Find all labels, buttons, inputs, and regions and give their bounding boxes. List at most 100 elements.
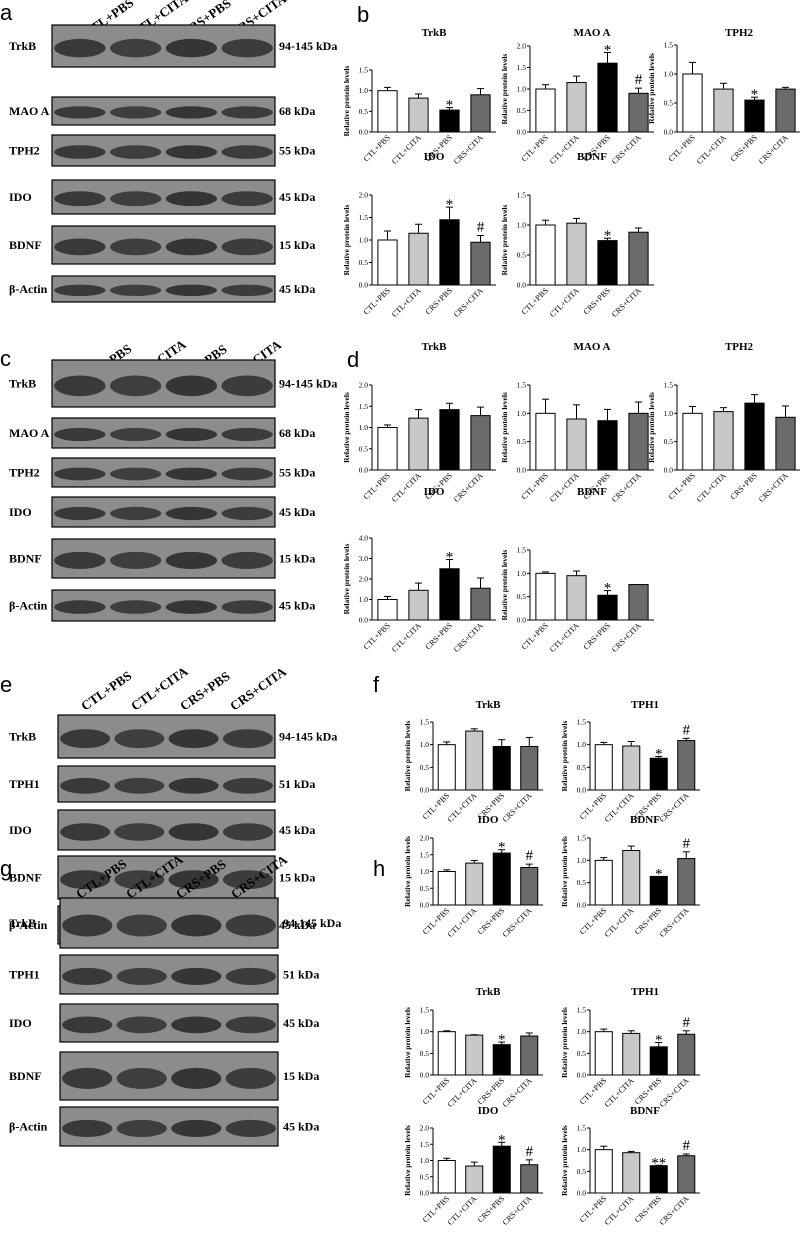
y-axis-label: Relative protein levels — [560, 721, 569, 792]
x-tick-label: CRS+CITA — [757, 133, 790, 166]
x-tick-label: CRS+CITA — [452, 133, 485, 166]
y-axis-label: Relative protein levels — [403, 1007, 412, 1078]
bar — [594, 859, 613, 906]
chart-title: BDNF — [577, 486, 607, 498]
band — [165, 551, 218, 570]
bar-chart-h-trkb: TrkB Relative protein levels 0.0 0.5 1.0 1.5 C… — [403, 986, 543, 1109]
y-tick-label: 0.0 — [517, 128, 527, 137]
band — [171, 1119, 222, 1138]
y-axis-label: Relative protein levels — [560, 836, 569, 907]
protein-label: TPH1 — [9, 777, 40, 791]
y-axis-label: Relative protein levels — [500, 392, 509, 463]
protein-label: BDNF — [9, 1069, 42, 1083]
band — [54, 106, 106, 119]
bar — [535, 412, 556, 471]
bar — [744, 99, 765, 133]
bar — [520, 1035, 539, 1076]
x-tick-label: CTL+CITA — [603, 1194, 636, 1227]
band — [116, 1119, 167, 1138]
protein-label: IDO — [9, 823, 32, 837]
blot-row-trkb: TrkB 94-145 kDa — [9, 714, 337, 759]
x-tick-label: CTL+CITA — [390, 133, 423, 166]
kda-label: 68 kDa — [279, 104, 315, 118]
y-tick-label: 2.0 — [359, 191, 369, 200]
x-tick-label: CRS+CITA — [610, 286, 643, 319]
y-tick-label: 1.0 — [577, 1027, 587, 1036]
bar — [408, 417, 429, 471]
bar-chart-d-bdnf: BDNF Relative protein levels 0.0 0.5 1.0 1.5 C… — [500, 486, 654, 654]
chart-title: BDNF — [577, 151, 607, 163]
x-tick-label: CTL+PBS — [362, 286, 392, 316]
x-tick-label: CTL+CITA — [446, 906, 479, 939]
bar — [520, 745, 539, 791]
band — [109, 38, 162, 58]
y-axis-label: Relative protein levels — [500, 550, 509, 621]
protein-label: MAO A — [9, 104, 50, 118]
bar-chart-b-bdnf: BDNF Relative protein levels 0.0 0.5 1.0 1.5 C… — [500, 151, 654, 319]
x-tick-label: CRS+CITA — [658, 791, 691, 824]
bar — [566, 418, 587, 471]
bar — [439, 219, 460, 286]
protein-label: β-Actin — [9, 282, 48, 296]
bar — [520, 1164, 539, 1194]
y-tick-label: 1.5 — [517, 381, 527, 390]
band — [221, 38, 273, 58]
kda-label: 45 kDa — [283, 1016, 319, 1030]
band — [165, 284, 218, 297]
y-tick-label: 0.5 — [359, 107, 369, 116]
band — [109, 145, 162, 159]
bar — [628, 584, 649, 621]
significance-marker: ** — [651, 1155, 666, 1171]
band — [116, 1067, 167, 1089]
x-tick-label: CRS+CITA — [501, 1076, 534, 1109]
blot-row-bdnf: BDNF 15 kDa — [9, 855, 315, 900]
panel-label: g — [0, 856, 12, 881]
y-tick-label: 4.0 — [359, 534, 369, 543]
y-tick-label: 1.0 — [577, 740, 587, 749]
blot-row-tph2: TPH2 55 kDa — [9, 134, 315, 167]
bar — [535, 224, 556, 286]
y-tick-label: 0.5 — [420, 884, 430, 893]
blot-row-trkb: TrkB 94-145 kDa — [9, 897, 341, 949]
blot-row-tph2: TPH2 55 kDa — [9, 457, 315, 488]
y-axis-label: Relative protein levels — [647, 392, 656, 463]
y-tick-label: 0.5 — [517, 592, 527, 601]
kda-label: 55 kDa — [279, 144, 315, 158]
significance-marker: # — [477, 220, 485, 236]
x-tick-label: CRS+CITA — [658, 906, 691, 939]
bar — [465, 1034, 484, 1076]
y-tick-label: 1.5 — [577, 834, 587, 843]
y-tick-label: 1.5 — [664, 381, 674, 390]
y-tick-label: 1.0 — [420, 867, 430, 876]
panel-label: d — [347, 347, 359, 372]
y-tick-label: 1.0 — [577, 856, 587, 865]
y-tick-label: 0.0 — [577, 1189, 587, 1198]
y-tick-label: 1.0 — [664, 70, 674, 79]
protein-label: IDO — [9, 1016, 32, 1030]
band — [171, 1016, 222, 1034]
y-tick-label: 1.0 — [359, 86, 369, 95]
band — [60, 729, 111, 749]
bar — [437, 871, 456, 906]
x-tick-label: CTL+PBS — [520, 133, 550, 163]
y-tick-label: 0.0 — [420, 786, 430, 795]
bar-chart-h-ido: IDO Relative protein levels 0.0 0.5 1.0 1.5 2.… — [403, 1105, 543, 1227]
bar — [622, 745, 641, 791]
chart-title: TPH2 — [725, 27, 754, 39]
protein-label: β-Actin — [9, 599, 48, 613]
x-tick-label: CRS+CITA — [610, 471, 643, 504]
significance-marker: * — [446, 550, 454, 566]
y-tick-label: 1.0 — [517, 409, 527, 418]
band — [54, 551, 106, 570]
bar — [566, 82, 587, 133]
bar — [377, 239, 398, 286]
kda-label: 15 kDa — [279, 871, 315, 885]
y-tick-label: 0.0 — [359, 281, 369, 290]
protein-label: BDNF — [9, 552, 42, 566]
y-tick-label: 0.5 — [517, 437, 527, 446]
protein-label: IDO — [9, 190, 32, 204]
band — [114, 823, 165, 841]
band — [165, 506, 218, 521]
bar — [744, 402, 765, 471]
